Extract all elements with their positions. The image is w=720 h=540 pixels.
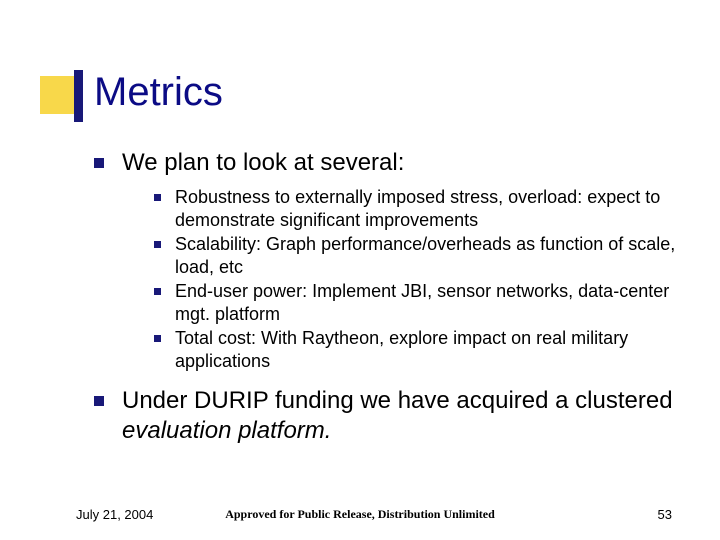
bullet-level2-text: Scalability: Graph performance/overheads… [175, 233, 689, 278]
square-bullet-icon [94, 396, 104, 406]
square-bullet-icon [154, 194, 161, 201]
text-run: evaluation platform. [122, 417, 331, 444]
square-bullet-icon [154, 288, 161, 295]
bullet-level1-text: Under DURIP funding we have acquired a c… [122, 386, 689, 446]
bullet-level2-text: Robustness to externally imposed stress,… [175, 186, 689, 231]
bullet-level1: Under DURIP funding we have acquired a c… [94, 386, 689, 446]
bullet-level2: Total cost: With Raytheon, explore impac… [154, 327, 689, 372]
bullet-level2: Robustness to externally imposed stress,… [154, 186, 689, 231]
bullet-level1-text: We plan to look at several: [122, 148, 404, 178]
square-bullet-icon [154, 335, 161, 342]
accent-bar [74, 70, 83, 122]
text-run: Under DURIP funding we have acquired a c… [122, 387, 673, 414]
accent-square [40, 76, 78, 114]
bullet-level2-text: End-user power: Implement JBI, sensor ne… [175, 280, 689, 325]
sub-bullet-list: Robustness to externally imposed stress,… [154, 186, 689, 372]
slide-title: Metrics [94, 70, 223, 115]
slide-body: We plan to look at several: Robustness to… [94, 148, 689, 456]
bullet-level1: We plan to look at several: Robustness to… [94, 148, 689, 372]
bullet-level2-text: Total cost: With Raytheon, explore impac… [175, 327, 689, 372]
footer-page-number: 53 [658, 507, 672, 522]
square-bullet-icon [154, 241, 161, 248]
square-bullet-icon [94, 158, 104, 168]
bullet-level2: End-user power: Implement JBI, sensor ne… [154, 280, 689, 325]
title-decoration [40, 76, 85, 121]
slide: Metrics We plan to look at several: Robus… [0, 0, 720, 540]
slide-footer: July 21, 2004 Approved for Public Releas… [0, 502, 720, 522]
footer-release: Approved for Public Release, Distributio… [0, 507, 720, 522]
bullet-level2: Scalability: Graph performance/overheads… [154, 233, 689, 278]
